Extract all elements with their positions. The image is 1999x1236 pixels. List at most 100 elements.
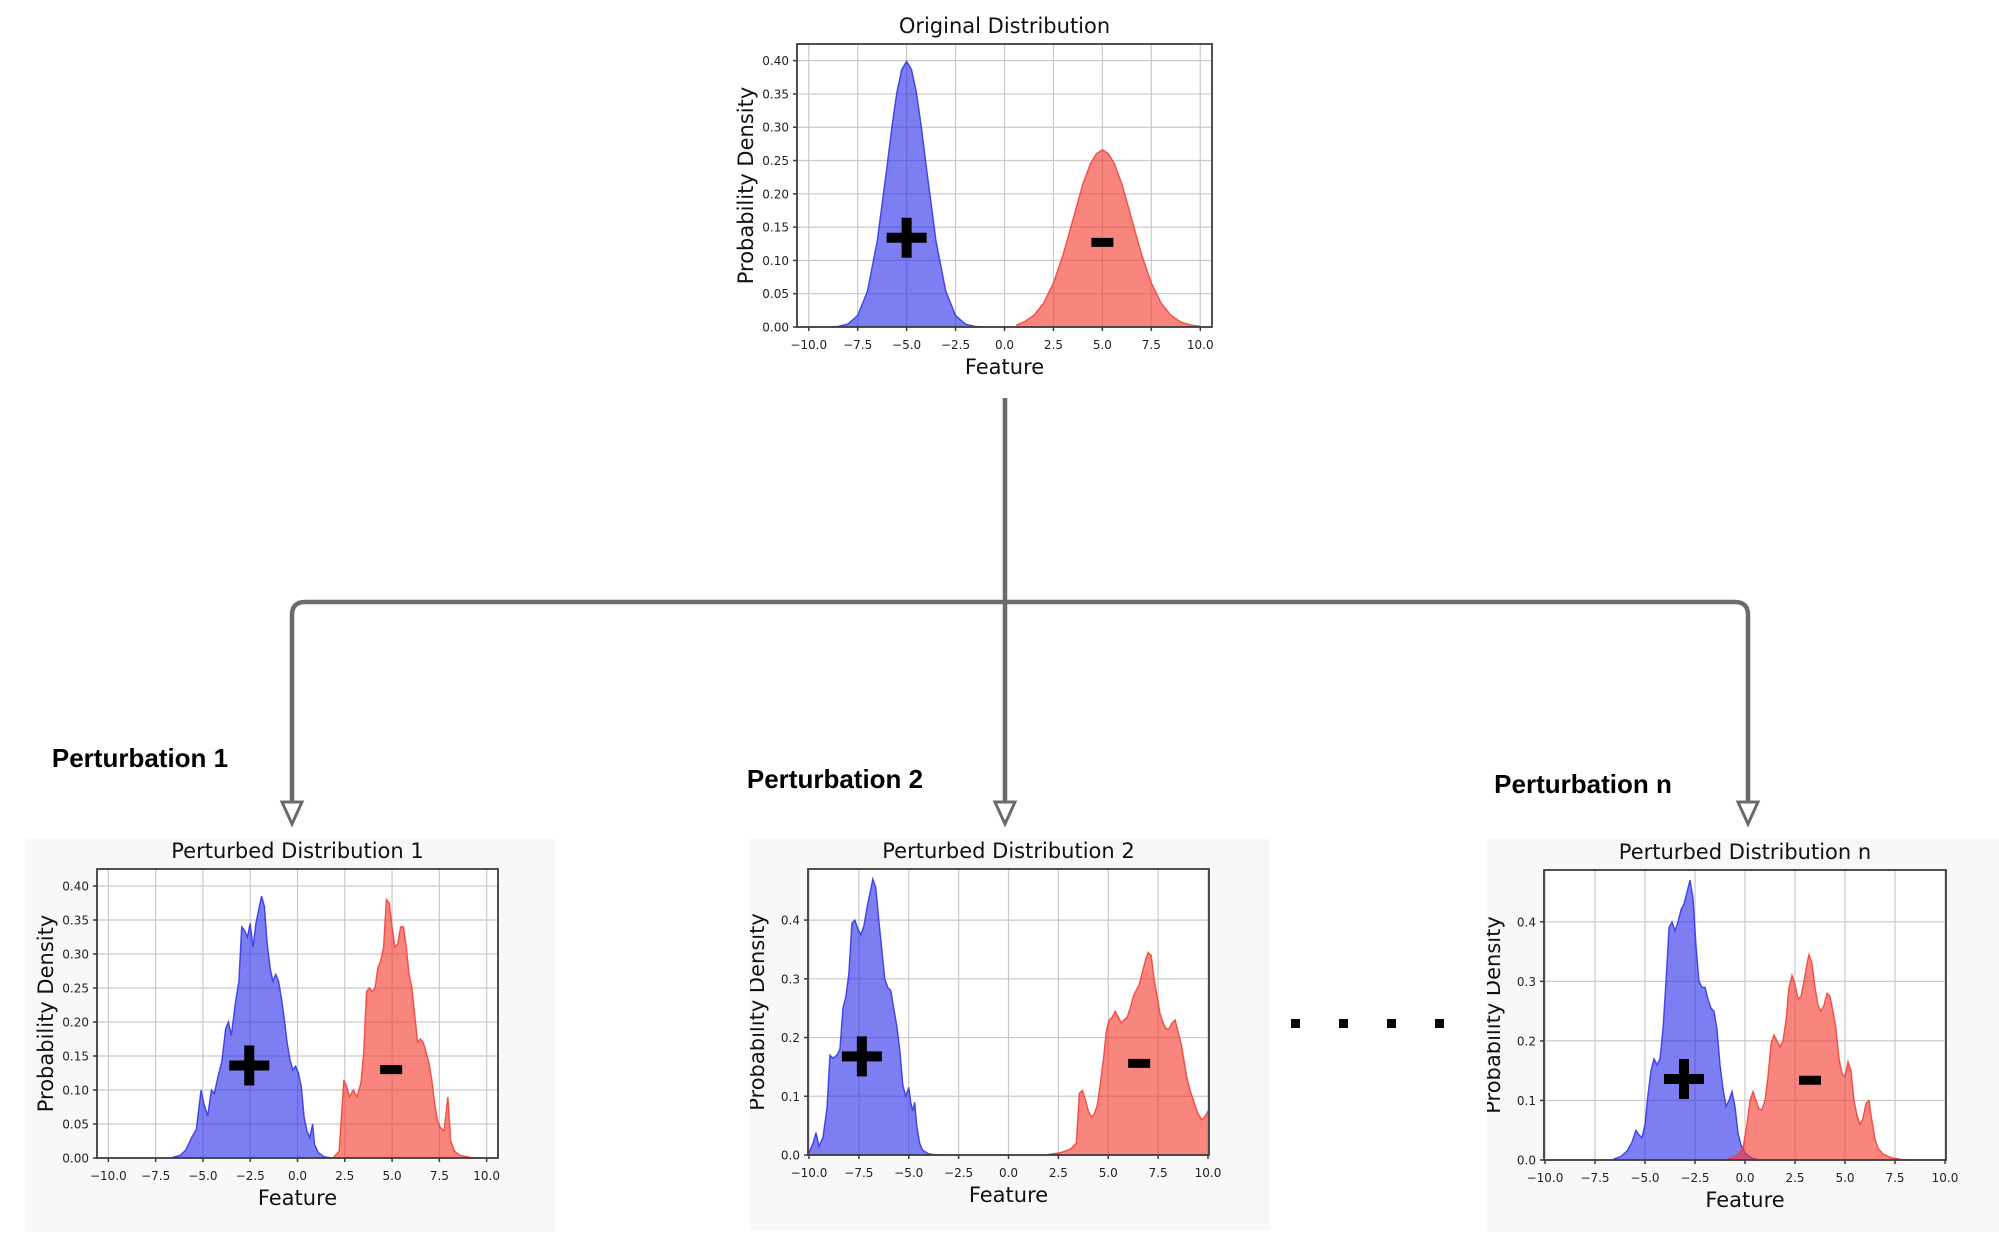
svg-text:0.20: 0.20	[62, 1016, 89, 1030]
svg-text:Perturbed Distribution n: Perturbed Distribution n	[1619, 840, 1871, 864]
svg-text:Probability Density: Probability Density	[34, 915, 58, 1113]
svg-text:10.0: 10.0	[1195, 1166, 1222, 1180]
ellipsis-dot	[1435, 1019, 1444, 1028]
svg-text:0.1: 0.1	[781, 1090, 800, 1104]
svg-text:0.0: 0.0	[995, 338, 1014, 352]
svg-text:−10.0: −10.0	[1527, 1171, 1564, 1185]
svg-text:−10.0: −10.0	[790, 338, 827, 352]
svg-text:Feature: Feature	[1705, 1188, 1784, 1212]
ellipsis-dots	[1291, 1019, 1444, 1028]
svg-text:−2.5: −2.5	[236, 1169, 265, 1183]
svg-text:0.0: 0.0	[288, 1169, 307, 1183]
svg-text:0.30: 0.30	[62, 948, 89, 962]
svg-text:−2.5: −2.5	[1680, 1171, 1709, 1185]
svg-text:Probability Density: Probability Density	[734, 87, 758, 285]
perturbation-1-label: Perturbation 1	[51, 743, 229, 773]
svg-text:0.0: 0.0	[1735, 1171, 1754, 1185]
perturbed-distribution-n-chart: −10.0 −7.5 −5.0 −2.5 0.0 2.5 5.0 7.5 10.0 0.0 0.1 0…	[1487, 840, 1959, 1212]
svg-text:Perturbed Distribution 2: Perturbed Distribution 2	[882, 839, 1134, 863]
svg-text:7.5: 7.5	[1142, 338, 1161, 352]
svg-text:−5.0: −5.0	[892, 338, 921, 352]
right-branch-line	[1734, 599, 1751, 804]
svg-text:2.5: 2.5	[1044, 338, 1063, 352]
svg-text:−5.0: −5.0	[1630, 1171, 1659, 1185]
svg-text:0.05: 0.05	[762, 287, 789, 301]
svg-text:0.10: 0.10	[62, 1084, 89, 1098]
original-distribution-figure: −10.0 −7.5 −5.0 −2.5 0.0 2.5 5.0 7.5 10.0 0.00 0.0…	[730, 2, 1270, 398]
ellipsis-dot	[1339, 1019, 1348, 1028]
svg-text:−5.0: −5.0	[894, 1166, 923, 1180]
ellipsis-dot	[1387, 1019, 1396, 1028]
arrowhead-left-icon	[279, 800, 305, 828]
svg-text:Probability Density: Probability Density	[1487, 916, 1505, 1114]
svg-text:−10.0: −10.0	[90, 1169, 127, 1183]
perturbed-distribution-1-figure: −10.0 −7.5 −5.0 −2.5 0.0 2.5 5.0 7.5 10.0 0.00 0.0…	[25, 839, 555, 1232]
svg-text:0.2: 0.2	[781, 1031, 800, 1045]
svg-text:0.0: 0.0	[1517, 1154, 1536, 1168]
left-branch-line	[289, 599, 306, 804]
svg-text:5.0: 5.0	[383, 1169, 402, 1183]
svg-text:Original Distribution: Original Distribution	[899, 14, 1110, 38]
svg-text:0.4: 0.4	[781, 914, 800, 928]
svg-text:0.40: 0.40	[62, 880, 89, 894]
svg-text:0.00: 0.00	[62, 1152, 89, 1166]
svg-text:2.5: 2.5	[1049, 1166, 1068, 1180]
positive-class-area	[808, 878, 937, 1155]
svg-text:0.00: 0.00	[762, 321, 789, 335]
original-distribution-chart: −10.0 −7.5 −5.0 −2.5 0.0 2.5 5.0 7.5 10.0 0.00 0.0…	[734, 14, 1214, 379]
svg-text:0.3: 0.3	[1517, 975, 1536, 989]
svg-text:−5.0: −5.0	[188, 1169, 217, 1183]
positive-class-area	[1613, 880, 1759, 1160]
svg-text:7.5: 7.5	[1149, 1166, 1168, 1180]
svg-text:10.0: 10.0	[473, 1169, 500, 1183]
svg-text:−7.5: −7.5	[1580, 1171, 1609, 1185]
svg-text:Perturbed Distribution 1: Perturbed Distribution 1	[171, 839, 423, 863]
svg-text:0.3: 0.3	[781, 972, 800, 986]
svg-text:7.5: 7.5	[1885, 1171, 1904, 1185]
svg-text:0.35: 0.35	[762, 87, 789, 101]
svg-text:−7.5: −7.5	[844, 1166, 873, 1180]
svg-text:5.0: 5.0	[1835, 1171, 1854, 1185]
svg-text:0.30: 0.30	[762, 121, 789, 135]
svg-text:0.15: 0.15	[62, 1050, 89, 1064]
svg-text:−2.5: −2.5	[941, 338, 970, 352]
arrowhead-center-icon	[992, 800, 1018, 828]
positive-class-area	[172, 896, 332, 1158]
svg-text:−7.5: −7.5	[843, 338, 872, 352]
ellipsis-dot	[1291, 1019, 1300, 1028]
perturbed-distribution-2-chart: −10.0 −7.5 −5.0 −2.5 0.0 2.5 5.0 7.5 10.0 0.0 0.1 0…	[750, 839, 1222, 1207]
positive-class-area	[832, 61, 983, 328]
svg-text:−7.5: −7.5	[141, 1169, 170, 1183]
svg-text:10.0: 10.0	[1932, 1171, 1959, 1185]
svg-text:2.5: 2.5	[335, 1169, 354, 1183]
arrowhead-right-icon	[1735, 800, 1761, 828]
perturbation-2-label: Perturbation 2	[746, 764, 924, 794]
svg-text:0.4: 0.4	[1517, 915, 1536, 929]
svg-text:0.20: 0.20	[762, 187, 789, 201]
svg-text:−2.5: −2.5	[944, 1166, 973, 1180]
svg-text:5.0: 5.0	[1099, 1166, 1118, 1180]
svg-text:0.25: 0.25	[762, 154, 789, 168]
svg-text:7.5: 7.5	[430, 1169, 449, 1183]
svg-text:Probability Density: Probability Density	[750, 913, 769, 1111]
negative-class-area	[1048, 952, 1209, 1155]
perturbation-n-label: Perturbation n	[1494, 769, 1672, 799]
svg-text:5.0: 5.0	[1093, 338, 1112, 352]
svg-text:0.35: 0.35	[62, 914, 89, 928]
svg-text:Feature: Feature	[258, 1186, 337, 1210]
svg-text:0.15: 0.15	[762, 221, 789, 235]
svg-text:0.25: 0.25	[62, 982, 89, 996]
negative-class-area	[1725, 954, 1911, 1160]
svg-text:−10.0: −10.0	[791, 1166, 828, 1180]
svg-text:2.5: 2.5	[1785, 1171, 1804, 1185]
negative-class-area	[333, 899, 480, 1158]
perturbed-distribution-2-figure: −10.0 −7.5 −5.0 −2.5 0.0 2.5 5.0 7.5 10.0 0.0 0.1 0…	[750, 839, 1270, 1230]
svg-text:0.10: 0.10	[762, 254, 789, 268]
svg-text:0.0: 0.0	[999, 1166, 1018, 1180]
svg-text:0.05: 0.05	[62, 1118, 89, 1132]
svg-text:10.0: 10.0	[1187, 338, 1214, 352]
svg-text:0.2: 0.2	[1517, 1034, 1536, 1048]
svg-text:0.1: 0.1	[1517, 1094, 1536, 1108]
